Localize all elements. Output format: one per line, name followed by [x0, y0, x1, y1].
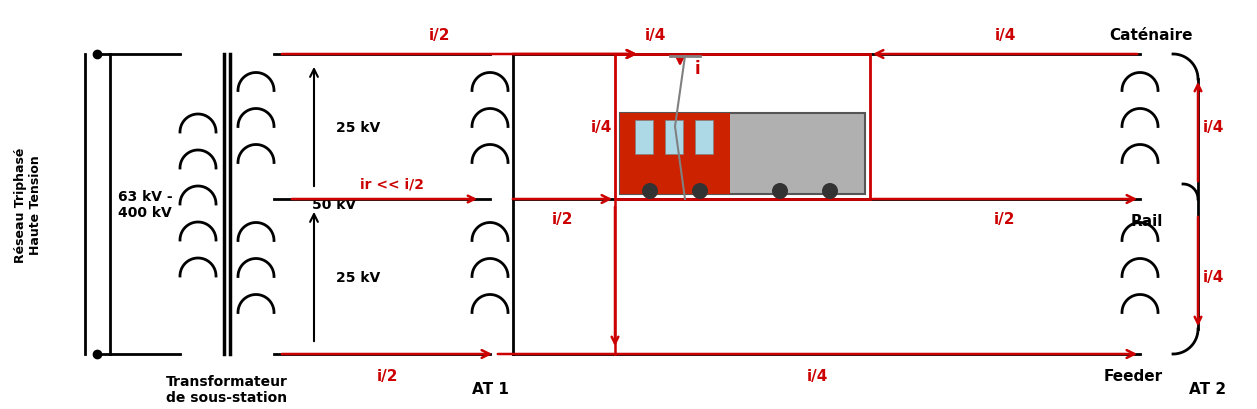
- Text: ir << i/2: ir << i/2: [360, 178, 424, 191]
- Text: 25 kV: 25 kV: [336, 120, 381, 134]
- Circle shape: [693, 184, 708, 200]
- Text: AT 1: AT 1: [471, 382, 508, 397]
- Bar: [615, 55, 870, 200]
- Text: Caténaire: Caténaire: [1110, 28, 1193, 43]
- Text: Transformateur
de sous-station: Transformateur de sous-station: [166, 374, 288, 404]
- Text: 63 kV -
400 kV: 63 kV - 400 kV: [118, 189, 172, 220]
- Bar: [620, 114, 865, 195]
- Bar: [620, 114, 730, 195]
- Text: i/4: i/4: [591, 120, 612, 135]
- Circle shape: [642, 184, 657, 200]
- Bar: [665, 121, 683, 154]
- Text: i/4: i/4: [994, 28, 1016, 43]
- Circle shape: [772, 184, 788, 200]
- Circle shape: [822, 184, 838, 200]
- Text: Réseau Triphasé
Haute Tension: Réseau Triphasé Haute Tension: [14, 147, 41, 262]
- Text: 25 kV: 25 kV: [336, 270, 381, 284]
- Text: i/4: i/4: [1203, 270, 1224, 284]
- Text: AT 2: AT 2: [1189, 382, 1227, 397]
- Bar: [635, 121, 652, 154]
- Text: i/4: i/4: [645, 28, 666, 43]
- Text: i/2: i/2: [552, 211, 573, 227]
- Text: i/4: i/4: [1203, 120, 1224, 135]
- Text: Feeder: Feeder: [1104, 368, 1163, 383]
- Text: i/4: i/4: [807, 368, 828, 383]
- Text: 50 kV: 50 kV: [312, 198, 356, 211]
- Bar: [695, 121, 713, 154]
- Text: i: i: [695, 60, 700, 78]
- Text: i/2: i/2: [994, 211, 1016, 227]
- Text: Rail: Rail: [1130, 213, 1163, 229]
- Text: i/2: i/2: [376, 368, 397, 383]
- Text: i/2: i/2: [429, 28, 450, 43]
